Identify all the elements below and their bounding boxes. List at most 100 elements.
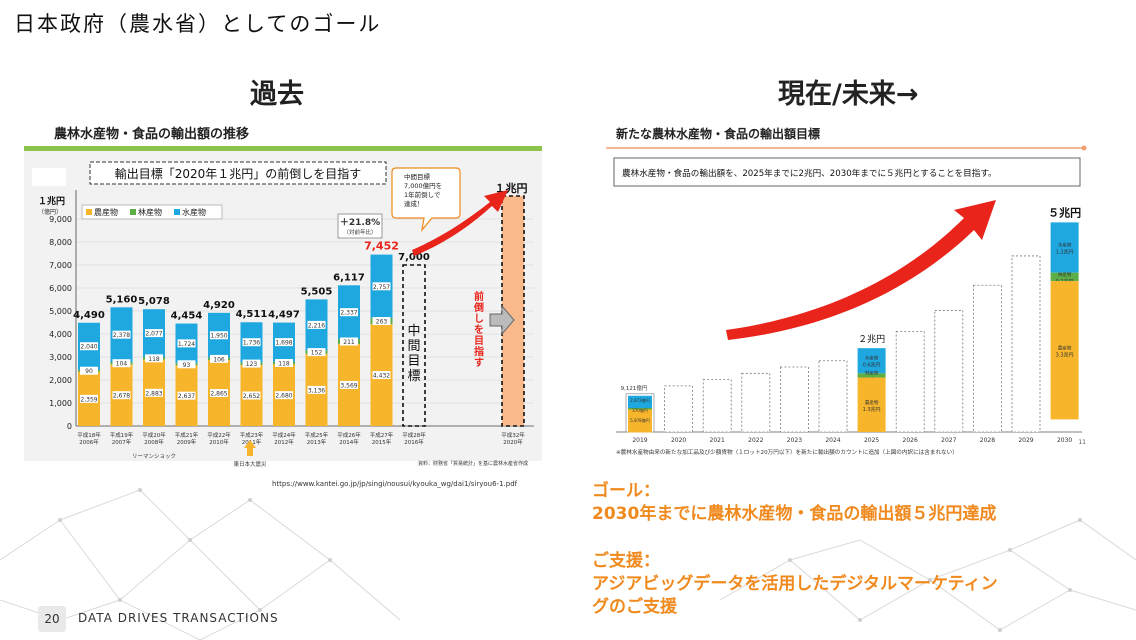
chart1-seg-label-bg bbox=[242, 338, 261, 347]
chart2-seg-name: 水産物 bbox=[1058, 242, 1072, 249]
chart1-label-agri: 2,883 bbox=[145, 390, 162, 397]
chart2-x-tick: 2029 bbox=[1018, 437, 1033, 444]
chart1-quake-arrow bbox=[244, 440, 256, 456]
chart2-bar-projection bbox=[1011, 255, 1041, 433]
slide-title: 日本政府（農水省）としてのゴール bbox=[14, 12, 382, 36]
chart1-seg-label-bg bbox=[145, 329, 163, 338]
chart1-label-forest: 152 bbox=[311, 350, 323, 357]
chart1-total-label: 4,490 bbox=[73, 310, 105, 321]
chart1-legend-box bbox=[81, 204, 223, 220]
chart1-target-2016-inner: 標 bbox=[407, 369, 420, 384]
chart1-x-tick: 平成23年 bbox=[240, 431, 264, 439]
chart1-legend-label: 農産物 bbox=[94, 207, 118, 217]
chart1-x-tick-sub: 2013年 bbox=[307, 438, 327, 446]
chart1-seg-label-bg bbox=[210, 331, 228, 340]
chart1-label-agri: 2,678 bbox=[113, 393, 130, 400]
chart1-seg-label-bg bbox=[307, 320, 326, 329]
chart1-label-forest: 90 bbox=[85, 368, 93, 375]
chart1-side-arrow bbox=[489, 304, 515, 336]
chart1-label-fish: 1,736 bbox=[243, 340, 260, 347]
chart1-growth-sub: （対前年比） bbox=[343, 228, 376, 236]
chart1-total-label: 4,511 bbox=[236, 309, 268, 320]
goal-label: ゴール： bbox=[592, 481, 660, 501]
chart2-x-tick: 2030 bbox=[1057, 437, 1072, 444]
chart1-y-tick: 4,000 bbox=[49, 330, 72, 339]
chart2-x-tick: 2027 bbox=[941, 437, 956, 444]
chart1-seg-label-bg bbox=[145, 388, 163, 397]
chart2-bar-2019-forest bbox=[628, 407, 652, 410]
chart1-growth-arrow bbox=[412, 190, 508, 256]
chart2-bar-segment bbox=[857, 348, 886, 374]
chart1-seg-label-bg bbox=[145, 354, 163, 363]
chart2-bar-projection bbox=[895, 330, 925, 433]
chart1-callout-line: 1年前倒しで bbox=[404, 190, 441, 199]
chart1-callout-line: 達成！ bbox=[404, 199, 424, 208]
chart2-seg-2019: 5,878億円 bbox=[630, 417, 649, 423]
chart1-label-forest: 118 bbox=[148, 356, 160, 363]
chart2-seg-name: 農産物 bbox=[1058, 344, 1072, 351]
chart1-side-text: す bbox=[474, 357, 484, 369]
goal-block: ゴール： 2030年までに農林水産物・食品の輸出額５兆円達成 ご支援： アジアビ… bbox=[592, 480, 998, 619]
chart2-bar-projection bbox=[818, 360, 848, 433]
chart1-total-label: 7,452 bbox=[364, 240, 399, 253]
chart2-label-2019: 9,121億円 bbox=[621, 384, 648, 392]
chart2-bar-projection bbox=[779, 366, 809, 433]
future-export-chart: 新たな農林水産物・食品の輸出額目標農林水産物・食品の輸出額を、2025年までに2… bbox=[606, 126, 1087, 456]
chart1-target-2016-inner: 中 bbox=[407, 324, 420, 339]
chart1-title-rule bbox=[24, 146, 542, 151]
chart1-label-agri: 3,136 bbox=[308, 387, 325, 394]
chart1-total-label: 4,454 bbox=[171, 311, 203, 322]
chart2-bar-projection bbox=[702, 379, 732, 433]
chart1-x-tick-sub: 2011年 bbox=[242, 438, 262, 446]
chart1-y-tick: 7,000 bbox=[49, 261, 72, 270]
chart1-total-label: 5,078 bbox=[138, 296, 170, 307]
chart1-label-forest: 104 bbox=[116, 361, 128, 368]
chart1-side-text: 指 bbox=[474, 345, 484, 358]
chart1-x-tick-sub: 2020年 bbox=[503, 438, 523, 446]
chart2-footnote: ※農林水産物由来の新たな加工品及び少額貨物（１ロット20万円以下）を新たに輸出額… bbox=[616, 448, 958, 456]
chart2-title: 新たな農林水産物・食品の輸出額目標 bbox=[616, 126, 820, 141]
chart2-page-mark: 11 bbox=[1078, 439, 1086, 446]
chart1-label-fish: 1,724 bbox=[178, 341, 195, 348]
chart1-annotation-quake: 東日本大震災 bbox=[233, 460, 267, 468]
chart1-label-agri: 4,432 bbox=[373, 373, 390, 380]
chart1-label-fish: 1,950 bbox=[210, 333, 227, 340]
chart2-x-tick: 2019 bbox=[632, 437, 647, 444]
chart1-yunit: （億円） bbox=[38, 208, 62, 216]
chart1-target-2016-inner: 間 bbox=[407, 339, 420, 354]
goal-text: 2030年までに農林水産物・食品の輸出額５兆円達成 bbox=[592, 504, 997, 524]
chart1-seg-label-bg bbox=[112, 330, 131, 339]
chart1-seg-label-bg bbox=[177, 360, 196, 369]
brand-name: DATA DRIVES TRANSACTIONS bbox=[78, 611, 279, 625]
chart1-y-tick: 6,000 bbox=[49, 284, 72, 293]
chart1-y-tick: 2,000 bbox=[49, 376, 72, 385]
chart2-x-tick: 2026 bbox=[903, 437, 918, 444]
chart1-seg-label-bg bbox=[307, 385, 326, 394]
chart1-growth-text: ＋21.8% bbox=[340, 217, 380, 228]
chart1-seg-label-bg bbox=[372, 317, 391, 326]
chart2-seg-value: 1.2兆円 bbox=[1056, 249, 1074, 256]
chart2-seg-name: 林産物 bbox=[1058, 271, 1072, 278]
chart1-legend-swatch bbox=[130, 209, 136, 215]
chart2-seg-name: 水産物 bbox=[865, 355, 879, 362]
right-heading: 現在/未来→ bbox=[778, 79, 919, 110]
chart1-title: 農林水産物・食品の輸出額の推移 bbox=[54, 126, 249, 142]
chart2-bar-projection bbox=[972, 284, 1002, 433]
chart1-seg-label-bg bbox=[210, 354, 228, 363]
chart1-x-tick: 平成21年 bbox=[175, 431, 199, 439]
chart1-ylabel: １兆円 bbox=[38, 195, 65, 207]
chart1-label-agri: 2,637 bbox=[178, 393, 195, 400]
chart1-x-tick: 平成22年 bbox=[207, 431, 231, 439]
chart2-x-tick: 2028 bbox=[980, 437, 995, 444]
chart1-y-tick: 5,000 bbox=[49, 307, 72, 316]
chart1-label-agri: 2,359 bbox=[80, 396, 97, 403]
chart1-target-2016-inner: 目 bbox=[407, 354, 420, 369]
chart2-rule-dot bbox=[1081, 145, 1087, 151]
chart2-bar-segment bbox=[857, 373, 886, 378]
chart1-label-forest: 211 bbox=[343, 339, 355, 346]
chart1-label-agri: 2,865 bbox=[210, 391, 227, 398]
page-number: 20 bbox=[38, 606, 66, 632]
chart1-banner: 輸出目標「2020年１兆円」の前倒しを目指す bbox=[115, 166, 362, 181]
chart1-x-tick: 平成26年 bbox=[337, 431, 361, 439]
source-url: https://www.kantei.go.jp/jp/singi/nousui… bbox=[272, 480, 518, 488]
